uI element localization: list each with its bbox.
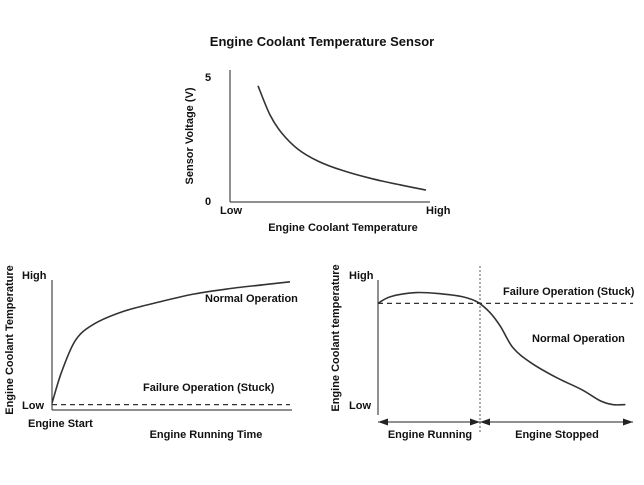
engine-running-arrowhead-left	[378, 418, 388, 426]
chart-3-y-tick-low: Low	[349, 400, 371, 412]
chart-2-y-tick-low: Low	[22, 400, 44, 412]
region-engine-stopped: Engine Stopped	[515, 429, 599, 441]
chart-1-y-label: Sensor Voltage (V)	[184, 87, 196, 184]
engine-stopped-arrowhead-left	[480, 418, 490, 426]
chart-2-y-label: Engine Coolant Temperature	[4, 265, 16, 415]
chart-1-y-tick-low: 0	[205, 196, 211, 208]
chart-1-x-tick-low: Low	[220, 205, 242, 217]
chart-1-x-label: Engine Coolant Temperature	[268, 222, 418, 234]
chart-3-y-label: Engine Coolant temperature	[330, 264, 342, 411]
region-engine-running: Engine Running	[388, 429, 472, 441]
chart-3-normal-operation-label: Normal Operation	[532, 333, 625, 345]
chart-1-y-tick-high: 5	[205, 72, 211, 84]
chart-1-voltage-curve	[257, 85, 427, 191]
chart-2-y-tick-high: High	[22, 270, 47, 282]
chart-2-failure-operation-label: Failure Operation (Stuck)	[143, 382, 275, 394]
chart-1: 5 0 Low High Engine Coolant Temperature …	[184, 70, 451, 234]
engine-stopped-arrowhead-right	[623, 418, 633, 426]
chart-2-normal-operation-label: Normal Operation	[205, 293, 298, 305]
chart-3-y-tick-high: High	[349, 270, 374, 282]
engine-running-arrowhead-right	[470, 418, 480, 426]
figure-title: Engine Coolant Temperature Sensor	[210, 34, 434, 49]
chart-3: High Low Engine Coolant temperature Fail…	[330, 264, 635, 441]
chart-2-x-label: Engine Running Time	[150, 429, 263, 441]
chart-3-failure-operation-label: Failure Operation (Stuck)	[503, 286, 635, 298]
chart-3-normal-operation-curve	[377, 291, 626, 406]
chart-1-x-tick-high: High	[426, 205, 451, 217]
chart-2: High Low Engine Start Engine Running Tim…	[4, 265, 298, 441]
chart-2-x-tick-start: Engine Start	[28, 418, 93, 430]
chart-2-normal-operation-curve	[51, 281, 291, 404]
